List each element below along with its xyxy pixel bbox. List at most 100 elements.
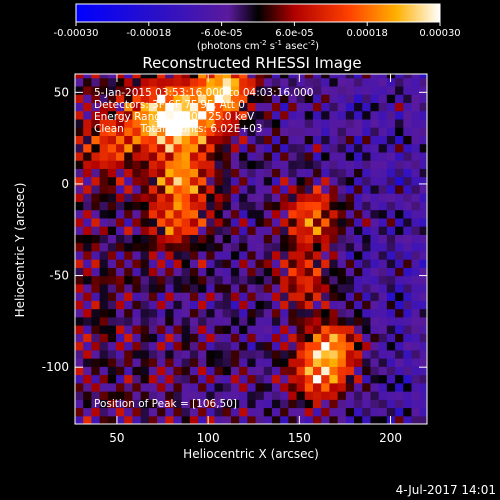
- heatmap-cell: [263, 382, 273, 392]
- heatmap-cell: [345, 308, 355, 318]
- heatmap-cell: [321, 176, 331, 186]
- heatmap-cell: [189, 308, 199, 318]
- heatmap-cell: [181, 283, 191, 293]
- heatmap-cell: [206, 151, 216, 161]
- heatmap-cell: [395, 118, 404, 128]
- heatmap-cell: [116, 102, 125, 112]
- heatmap-cell: [354, 300, 363, 310]
- heatmap-cell: [173, 102, 183, 112]
- heatmap-cell: [378, 341, 388, 351]
- heatmap-cell: [222, 168, 232, 178]
- heatmap-cell: [124, 118, 134, 128]
- heatmap-cell: [99, 94, 109, 104]
- heatmap-cell: [419, 250, 427, 260]
- heatmap-cell: [329, 275, 339, 285]
- heatmap-cell: [222, 242, 232, 252]
- heatmap-cell: [83, 399, 93, 409]
- heatmap-cell: [198, 349, 207, 359]
- heatmap-cell: [198, 94, 207, 104]
- heatmap-cell: [362, 77, 372, 87]
- heatmap-cell: [222, 399, 232, 409]
- heatmap-cell: [386, 283, 396, 293]
- heatmap-cell: [222, 333, 232, 343]
- heatmap-cell: [403, 250, 413, 260]
- heatmap-cell: [395, 217, 404, 227]
- heatmap-cell: [403, 61, 412, 70]
- heatmap-cell: [288, 85, 298, 95]
- heatmap-cell: [148, 168, 158, 178]
- heatmap-cell: [362, 184, 372, 194]
- heatmap-cell: [428, 160, 437, 169]
- heatmap-cell: [329, 250, 339, 260]
- heatmap-cell: [222, 193, 232, 202]
- heatmap-cell: [304, 234, 314, 244]
- heatmap-cell: [214, 283, 224, 293]
- heatmap-cell: [206, 267, 216, 277]
- heatmap-cell: [230, 176, 240, 186]
- heatmap-cell: [411, 292, 421, 301]
- heatmap-cell: [140, 374, 150, 384]
- heatmap-cell: [321, 184, 331, 194]
- heatmap-cell: [189, 292, 199, 301]
- heatmap-cell: [263, 325, 273, 334]
- heatmap-cell: [165, 135, 175, 145]
- heatmap-cell: [255, 184, 265, 194]
- heatmap-cell: [132, 85, 142, 95]
- heatmap-cell: [411, 374, 421, 384]
- heatmap-cell: [345, 292, 355, 301]
- heatmap-cell: [419, 127, 427, 136]
- heatmap-cell: [280, 160, 289, 169]
- heatmap-cell: [165, 217, 175, 227]
- heatmap-cell: [214, 102, 224, 112]
- heatmap-cell: [288, 267, 298, 277]
- heatmap-cell: [395, 94, 404, 104]
- heatmap-cell: [304, 217, 314, 227]
- heatmap-cell: [280, 127, 289, 136]
- heatmap-cell: [304, 193, 314, 202]
- heatmap-cell: [337, 160, 347, 169]
- heatmap-cell: [157, 127, 166, 136]
- heatmap-cell: [132, 250, 142, 260]
- heatmap-cell: [255, 407, 265, 417]
- heatmap-cell: [173, 118, 183, 128]
- heatmap-cell: [378, 275, 388, 285]
- heatmap-cell: [419, 85, 427, 95]
- heatmap-cell: [239, 250, 248, 260]
- heatmap-cell: [247, 85, 257, 95]
- heatmap-cell: [189, 349, 199, 359]
- heatmap-cell: [288, 374, 298, 384]
- heatmap-cell: [362, 292, 372, 301]
- heatmap-cell: [345, 110, 355, 120]
- heatmap-cell: [230, 234, 240, 244]
- heatmap-cell: [165, 94, 175, 104]
- heatmap-cell: [148, 143, 158, 153]
- heatmap-cell: [329, 184, 339, 194]
- heatmap-cell: [230, 366, 240, 376]
- heatmap-cell: [403, 74, 413, 79]
- heatmap-cell: [354, 391, 363, 400]
- heatmap-cell: [255, 143, 265, 153]
- heatmap-cell: [255, 300, 265, 310]
- heatmap-cell: [354, 118, 363, 128]
- heatmap-cell: [354, 160, 363, 169]
- heatmap-cell: [280, 358, 289, 367]
- heatmap-cell: [189, 143, 199, 153]
- heatmap-cell: [140, 325, 150, 334]
- heatmap-cell: [132, 292, 142, 301]
- heatmap-cell: [337, 127, 347, 136]
- heatmap-cell: [173, 267, 183, 277]
- heatmap-cell: [271, 74, 281, 79]
- heatmap-cell: [75, 143, 84, 153]
- heatmap-cell: [296, 267, 306, 277]
- heatmap-cell: [173, 151, 183, 161]
- heatmap-cell: [214, 366, 224, 376]
- heatmap-cell: [247, 349, 257, 359]
- heatmap-cell: [428, 86, 437, 95]
- heatmap-cell: [280, 407, 289, 417]
- heatmap-cell: [288, 292, 298, 301]
- heatmap-cell: [419, 316, 427, 326]
- heatmap-cell: [99, 259, 109, 268]
- heatmap-cell: [91, 135, 101, 145]
- heatmap-cell: [206, 358, 216, 367]
- heatmap-cell: [321, 316, 331, 326]
